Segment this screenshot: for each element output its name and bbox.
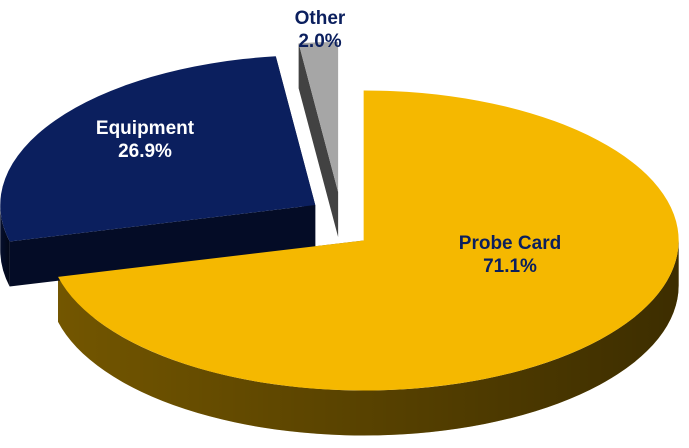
- pie-slice: [298, 42, 339, 193]
- slice-label: Equipment: [96, 118, 195, 139]
- slice-label: Probe Card: [459, 233, 561, 254]
- slice-label: Other: [295, 8, 346, 29]
- pie-slice: [58, 90, 679, 391]
- slice-wall: [298, 43, 339, 238]
- slice-value-label: 71.1%: [483, 256, 537, 277]
- slice-wall: [9, 205, 316, 287]
- slice-value-label: 26.9%: [118, 141, 172, 162]
- pie-tops: [0, 42, 679, 391]
- pie-slice: [0, 56, 316, 242]
- slice-side-shade: [58, 240, 679, 436]
- slice-value-label: 2.0%: [298, 31, 341, 52]
- slice-side-shade: [0, 205, 10, 287]
